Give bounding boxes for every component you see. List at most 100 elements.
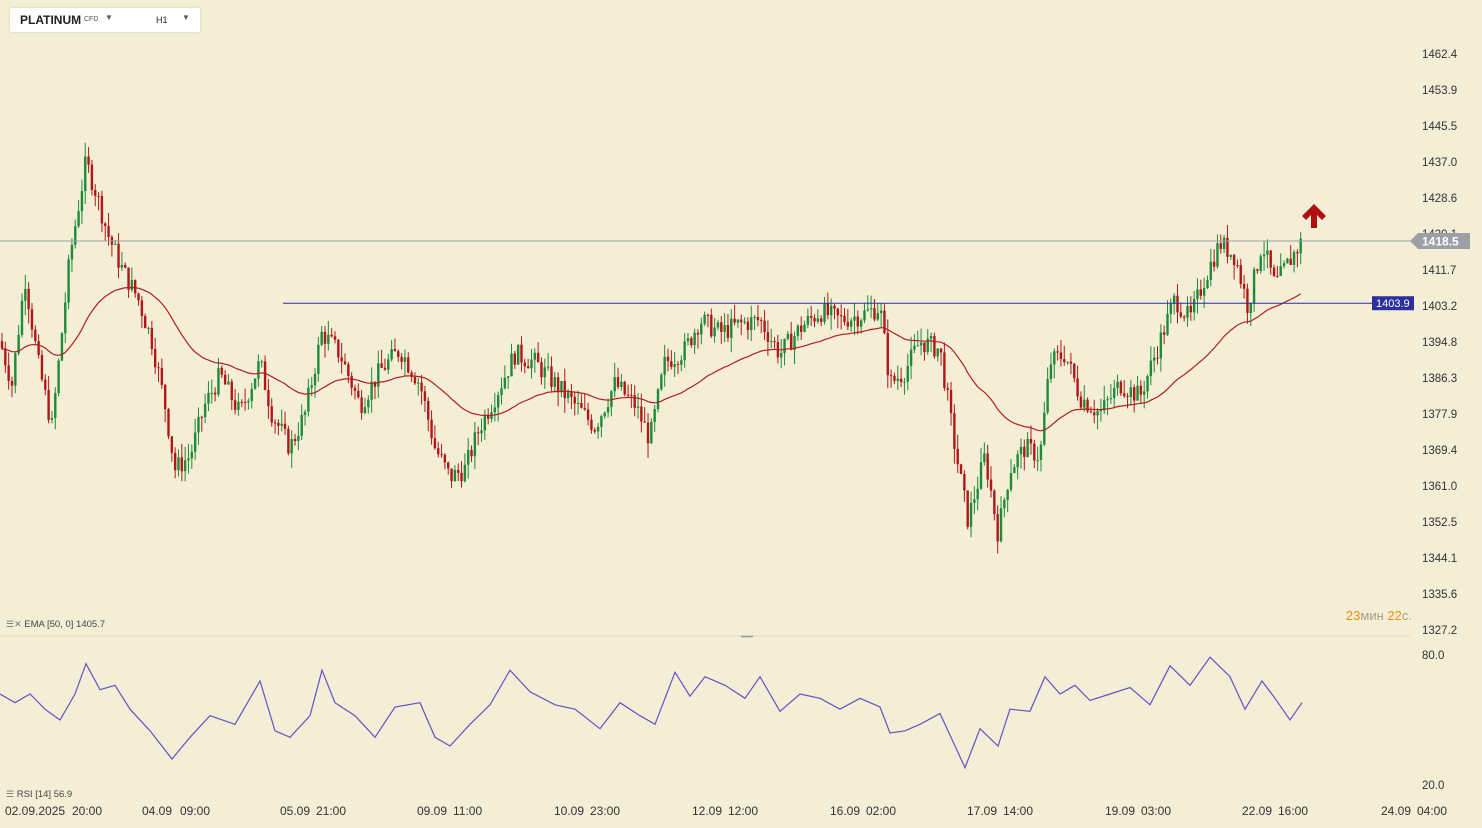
candle-body bbox=[530, 359, 533, 369]
candle-body bbox=[237, 401, 240, 410]
candle-body bbox=[750, 317, 753, 331]
candle-body bbox=[986, 453, 989, 480]
candle-body bbox=[1046, 378, 1049, 413]
time-axis-label: 20:00 bbox=[72, 804, 102, 818]
candle-body bbox=[0, 341, 4, 349]
candle-body bbox=[736, 319, 740, 323]
candle-body bbox=[993, 490, 996, 515]
candle-body bbox=[1269, 250, 1272, 268]
candle-body bbox=[397, 351, 400, 357]
candle-body bbox=[1066, 361, 1069, 363]
price-axis-label: 1394.8 bbox=[1422, 337, 1457, 349]
menu-icon[interactable]: ☰ bbox=[6, 619, 15, 629]
candle-body bbox=[1166, 313, 1169, 335]
candle-body bbox=[713, 327, 716, 337]
candle-body bbox=[523, 362, 527, 367]
candle-body bbox=[590, 419, 593, 431]
candle-countdown: 23мин 22с. bbox=[1346, 608, 1412, 623]
candle-body bbox=[213, 392, 217, 395]
symbol-dropdown-icon[interactable]: ▼ bbox=[105, 13, 113, 22]
candle-body bbox=[24, 288, 27, 301]
candle-body bbox=[483, 414, 487, 431]
candle-body bbox=[929, 335, 933, 339]
candle-body bbox=[114, 243, 117, 245]
candle-body bbox=[666, 356, 670, 362]
candle-body bbox=[430, 419, 433, 439]
candle-body bbox=[313, 373, 317, 386]
candle-body bbox=[849, 320, 853, 327]
candle-body bbox=[630, 394, 633, 396]
candle-body bbox=[20, 300, 24, 335]
candle-body bbox=[223, 374, 227, 385]
candle-body bbox=[1259, 256, 1262, 271]
candle-body bbox=[47, 389, 50, 420]
candle-body bbox=[220, 367, 223, 375]
candle-body bbox=[540, 362, 543, 378]
candle-body bbox=[1076, 378, 1079, 397]
candle-body bbox=[327, 334, 330, 344]
candle-body bbox=[843, 315, 846, 323]
candle-body bbox=[809, 315, 813, 318]
timeframe-label[interactable]: H1 bbox=[156, 15, 168, 25]
candle-body bbox=[54, 393, 57, 418]
timer-seconds: 22 bbox=[1387, 608, 1402, 623]
candle-body bbox=[127, 267, 130, 290]
candle-body bbox=[200, 416, 203, 418]
candle-body bbox=[370, 381, 373, 400]
candle-body bbox=[946, 387, 949, 390]
candle-body bbox=[1169, 303, 1173, 314]
candle-body bbox=[303, 411, 307, 415]
candle-body bbox=[576, 403, 580, 405]
candle-body bbox=[939, 348, 943, 353]
candle-body bbox=[1209, 261, 1212, 280]
candle-body bbox=[793, 335, 796, 350]
candle-body bbox=[570, 392, 573, 397]
ema-name: EMA bbox=[24, 619, 45, 630]
candle-body bbox=[686, 338, 690, 342]
candle-body bbox=[996, 514, 999, 542]
candle-body bbox=[1289, 258, 1292, 265]
candle-body bbox=[207, 392, 210, 404]
candle-body bbox=[250, 388, 253, 401]
candle-body bbox=[233, 400, 237, 410]
candle-body bbox=[1262, 254, 1266, 257]
candle-body bbox=[703, 314, 706, 324]
candle-body bbox=[44, 379, 47, 390]
time-axis-label: 05.09 bbox=[280, 804, 310, 818]
symbol-selector[interactable]: PLATINUM CFD ▼ H1 ▼ bbox=[10, 8, 200, 32]
time-axis-label: 04:00 bbox=[1417, 804, 1447, 818]
candle-body bbox=[357, 390, 360, 398]
candle-body bbox=[1229, 254, 1232, 257]
candle-body bbox=[1282, 263, 1286, 267]
candle-body bbox=[443, 454, 447, 463]
candle-body bbox=[716, 322, 720, 328]
candle-body bbox=[1199, 289, 1202, 296]
candle-body bbox=[613, 377, 616, 392]
candle-body bbox=[543, 367, 546, 378]
price-axis-label: 1369.4 bbox=[1422, 445, 1458, 457]
candle-body bbox=[460, 472, 463, 482]
candle-body bbox=[134, 280, 137, 294]
candle-body bbox=[1286, 258, 1289, 264]
candle-body bbox=[1109, 398, 1113, 400]
close-icon[interactable]: ✕ bbox=[14, 619, 22, 629]
candle-body bbox=[390, 349, 393, 360]
ema-legend: ☰✕ EMA [50, 0] 1405.7 bbox=[6, 619, 105, 630]
timeframe-dropdown-icon[interactable]: ▼ bbox=[182, 13, 190, 22]
candle-body bbox=[130, 280, 134, 290]
price-axis-label: 1361.0 bbox=[1422, 481, 1457, 493]
candle-body bbox=[457, 469, 460, 473]
candle-body bbox=[1049, 364, 1053, 379]
candle-body bbox=[533, 352, 536, 360]
menu-icon[interactable]: ☰ bbox=[6, 789, 15, 799]
candle-body bbox=[104, 223, 107, 227]
candle-body bbox=[7, 365, 10, 381]
candle-body bbox=[1039, 444, 1043, 460]
candle-body bbox=[913, 345, 916, 350]
rsi-line bbox=[0, 656, 1303, 770]
candle-body bbox=[310, 385, 313, 388]
candle-body bbox=[989, 479, 993, 491]
candle-body bbox=[766, 332, 770, 342]
candle-body bbox=[317, 344, 320, 374]
